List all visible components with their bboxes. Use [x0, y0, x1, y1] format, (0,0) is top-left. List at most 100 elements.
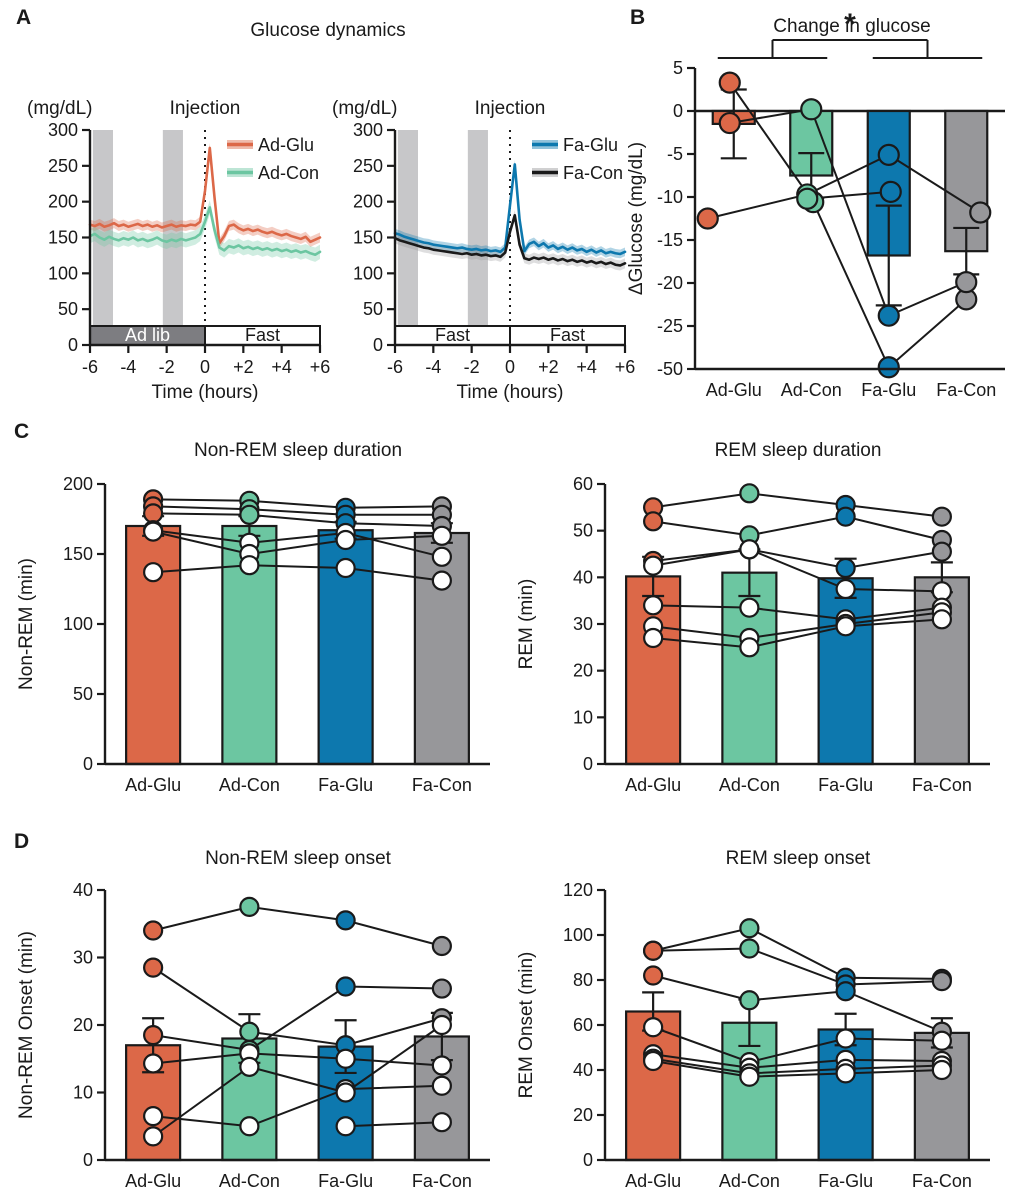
subject-line — [653, 548, 943, 570]
data-point — [239, 896, 260, 917]
y-tick-label: 0 — [83, 754, 93, 774]
y-tick-label: 50 — [363, 299, 383, 319]
x-tick-label: -4 — [425, 357, 441, 377]
data-point — [335, 1082, 356, 1103]
subject-line — [707, 153, 981, 220]
bar-Fa-Glu — [817, 1028, 874, 1162]
data-point — [718, 71, 741, 94]
y-tick-label: 5 — [673, 58, 683, 78]
bar-Fa-Glu — [817, 577, 874, 766]
subject-line — [652, 1057, 942, 1075]
data-point — [835, 1063, 856, 1084]
chart-c-right-title: REM sleep duration — [714, 440, 882, 461]
subject-line — [153, 498, 442, 509]
subject-line — [652, 1026, 942, 1064]
session-shade-band — [467, 130, 488, 326]
category-label: Fa-Glu — [818, 1171, 873, 1191]
data-point — [431, 570, 452, 591]
y-tick-label: 300 — [353, 120, 383, 140]
data-point — [431, 1075, 452, 1096]
y-tick-label: 40 — [73, 880, 93, 900]
data-point — [931, 609, 952, 630]
y-tick-label: 50 — [73, 684, 93, 704]
subject-line — [153, 505, 442, 516]
subject-line — [652, 1060, 942, 1078]
phase-band-label: Fast — [245, 325, 280, 345]
category-label: Ad-Glu — [706, 380, 762, 400]
legend-label: Fa-Glu — [563, 135, 618, 155]
data-point — [143, 920, 164, 941]
data-point — [643, 1017, 664, 1038]
data-point — [739, 597, 760, 618]
y-tick-label: 300 — [48, 120, 78, 140]
subject-line — [729, 108, 967, 318]
data-point — [335, 976, 356, 997]
sem-band-Fa-Con — [395, 210, 625, 271]
legend-label: Ad-Glu — [258, 135, 314, 155]
subject-line — [153, 1052, 442, 1067]
trace-Fa-Glu — [393, 163, 627, 256]
y-tick-label: 60 — [573, 1015, 593, 1035]
x-axis-label: Time (hours) — [152, 382, 259, 403]
sem-band-Ad-Con — [90, 200, 320, 262]
data-point — [643, 965, 664, 986]
y-tick-label: 40 — [573, 1060, 593, 1080]
x-axis-label: Time (hours) — [457, 382, 564, 403]
bar-Fa-Con — [413, 531, 470, 766]
data-point — [931, 541, 952, 562]
phase-band-label: Ad lib — [125, 325, 170, 345]
y-tick-label: 50 — [58, 299, 78, 319]
y-tick-label: 150 — [63, 544, 93, 564]
data-point — [739, 918, 760, 939]
data-point — [931, 1030, 952, 1051]
subject-line — [652, 515, 943, 541]
chart-change-in-glucose: 5 0 -5 -10 -15 -20 -25 -50 Ad-Glu Ad-Con Fa-Glu Fa-… — [626, 8, 1005, 400]
data-point — [931, 971, 952, 992]
y-tick-label: 30 — [573, 614, 593, 634]
x-tick-label: +4 — [576, 357, 597, 377]
y-tick-label: 0 — [673, 101, 683, 121]
chart-glucose-dynamics-adlib: Ad lib Fast 0 50 100 150 200 250 300 -6 -4 -2 0 +2 +4 +… — [27, 98, 330, 403]
chart-nonrem-sleep-onset: 0 10 20 30 40 Ad-Glu Ad-Con Fa-Glu Fa-Con Non-REM… — [16, 880, 490, 1191]
panel-a-title: Glucose dynamics — [250, 20, 406, 41]
subject-line — [152, 966, 443, 1047]
subject-line — [652, 548, 942, 593]
y-tick-label: 0 — [68, 335, 78, 355]
category-label: Ad-Glu — [125, 775, 181, 795]
data-point — [879, 180, 902, 203]
x-tick-label: 0 — [200, 357, 210, 377]
y-tick-label: 10 — [573, 707, 593, 727]
category-label: Fa-Con — [412, 1171, 472, 1191]
data-point — [739, 990, 760, 1011]
data-point — [143, 1053, 164, 1074]
data-point — [431, 525, 452, 546]
data-point — [643, 511, 664, 532]
data-point — [239, 1116, 260, 1137]
y-tick-label: 30 — [73, 948, 93, 968]
y-axis-label: ΔGlucose (mg/dL) — [626, 142, 647, 295]
subject-line — [153, 564, 443, 582]
data-point — [718, 111, 741, 135]
data-point — [239, 1056, 260, 1077]
x-tick-label: -2 — [159, 357, 175, 377]
y-tick-label: 50 — [573, 521, 593, 541]
chart-glucose-dynamics-fasted: Fast Fast 0 50 100 150 200 250 300 -6 -4 -2 0 +2 +4 +6 T… — [332, 98, 636, 403]
data-point — [643, 627, 664, 649]
data-point — [877, 143, 900, 166]
data-point — [143, 562, 164, 583]
data-point — [835, 578, 856, 600]
data-point — [643, 555, 664, 576]
data-point — [431, 1112, 452, 1133]
category-label: Ad-Con — [781, 380, 842, 400]
x-tick-label: +6 — [615, 357, 636, 377]
x-tick-label: -2 — [464, 357, 480, 377]
data-point — [739, 637, 760, 658]
data-point — [335, 1048, 356, 1069]
subject-line — [152, 529, 443, 558]
subject-line — [652, 1053, 942, 1069]
data-point — [143, 1106, 164, 1127]
category-label: Fa-Glu — [861, 380, 916, 400]
y-tick-label: -15 — [657, 230, 683, 250]
data-point — [431, 546, 452, 567]
y-tick-label: 20 — [573, 1105, 593, 1125]
